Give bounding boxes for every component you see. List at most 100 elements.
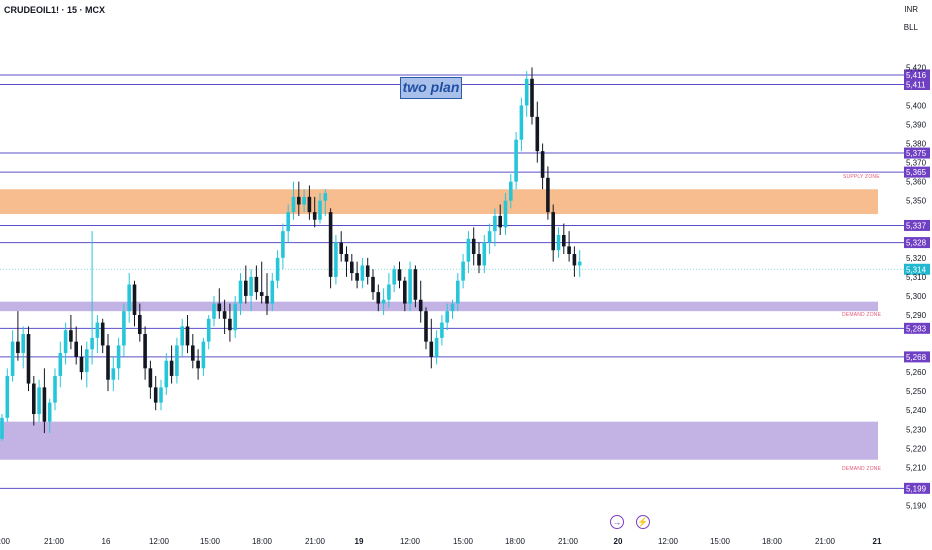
candle-body-14 <box>74 341 78 357</box>
candle-body-0 <box>0 417 4 439</box>
level-label-4: 5,337 <box>906 221 927 230</box>
y-tick-17: 5,360 <box>906 178 927 187</box>
level-lines-layer <box>0 74 905 489</box>
x-tick-3: 12:00 <box>149 537 170 546</box>
candle-body-39 <box>206 318 211 342</box>
candle-body-82 <box>434 337 439 357</box>
x-tick-4: 15:00 <box>200 537 221 546</box>
candle-body-96 <box>509 181 513 201</box>
candle-body-89 <box>471 238 476 255</box>
level-label-bg-7 <box>904 351 930 363</box>
candle-body-61 <box>323 193 328 201</box>
y-tick-13: 5,320 <box>906 254 927 263</box>
x-tick-13: 12:00 <box>658 537 679 546</box>
candle-body-69 <box>365 265 370 277</box>
current-price-label: 5,314 <box>906 265 927 274</box>
candle-body-42 <box>222 311 227 319</box>
zone-rect-1 <box>0 301 878 312</box>
candle-body-47 <box>249 276 253 296</box>
candle-body-58 <box>307 196 312 213</box>
two-plan-annotation[interactable]: two plan <box>400 77 462 99</box>
candle-body-9 <box>47 402 52 422</box>
candle-body-23 <box>122 311 126 346</box>
y-tick-16: 5,350 <box>906 197 927 206</box>
candle-body-8 <box>42 387 47 422</box>
x-tick-14: 15:00 <box>710 537 731 546</box>
candle-body-97 <box>514 139 518 182</box>
candle-body-72 <box>381 299 386 304</box>
lightning-icon[interactable]: ⚡ <box>636 515 650 529</box>
candle-body-91 <box>482 242 487 266</box>
y-tick-12: 5,310 <box>906 273 927 282</box>
candle-body-64 <box>339 242 343 255</box>
candle-body-30 <box>159 387 163 403</box>
candle-body-56 <box>297 196 301 205</box>
candle-body-90 <box>477 254 481 266</box>
level-label-bg-5 <box>904 237 930 249</box>
candle-body-37 <box>196 360 200 369</box>
candle-body-4 <box>21 334 25 354</box>
candle-body-53 <box>281 231 285 258</box>
candle-body-70 <box>371 276 375 293</box>
candle-body-49 <box>259 292 264 296</box>
level-label-3: 5,365 <box>906 168 927 177</box>
goto-realtime-icon[interactable]: → <box>610 515 624 529</box>
zone-rect-0 <box>0 189 878 215</box>
candle-body-67 <box>355 273 359 281</box>
candle-body-28 <box>148 368 153 388</box>
level-label-6: 5,283 <box>906 324 927 333</box>
candle-body-3 <box>16 341 20 354</box>
candle-body-84 <box>445 311 449 323</box>
level-label-5: 5,328 <box>906 239 927 248</box>
candle-body-102 <box>540 151 545 178</box>
candle-body-24 <box>127 284 131 312</box>
x-tick-16: 21:00 <box>815 537 836 546</box>
candle-body-41 <box>217 303 222 312</box>
x-tick-17: 21 <box>873 537 882 546</box>
candle-body-93 <box>493 215 497 232</box>
candle-body-45 <box>238 280 243 304</box>
candle-body-12 <box>63 330 68 354</box>
candle-body-71 <box>376 292 381 304</box>
candle-body-1 <box>5 375 10 418</box>
level-label-bg-8 <box>904 482 930 494</box>
candle-body-101 <box>535 116 540 152</box>
x-tick-6: 21:00 <box>305 537 326 546</box>
y-tick-10: 5,290 <box>906 311 927 320</box>
candle-body-86 <box>456 280 460 304</box>
x-tick-0: 18:00 <box>0 537 11 546</box>
candle-body-54 <box>286 212 290 232</box>
y-tick-0: 5,190 <box>906 501 927 510</box>
candle-body-36 <box>191 345 195 361</box>
candle-body-21 <box>111 368 116 380</box>
x-tick-8: 12:00 <box>400 537 421 546</box>
candle-body-10 <box>53 375 57 403</box>
level-label-1: 5,411 <box>906 80 926 89</box>
candle-body-34 <box>180 326 184 346</box>
candle-body-62 <box>328 212 333 277</box>
x-tick-10: 18:00 <box>505 537 526 546</box>
level-label-bg-1 <box>904 78 930 90</box>
candle-body-46 <box>244 280 248 296</box>
candle-body-66 <box>350 261 354 274</box>
level-label-8: 5,199 <box>906 484 927 493</box>
candle-body-44 <box>233 303 237 331</box>
candle-body-80 <box>424 311 428 342</box>
candle-body-105 <box>556 234 561 251</box>
candle-body-31 <box>164 360 169 388</box>
x-tick-2: 16 <box>102 537 111 546</box>
candle-body-51 <box>270 280 275 304</box>
y-tick-4: 5,230 <box>906 425 927 434</box>
currency-label: INR <box>904 5 918 14</box>
zone-rect-2 <box>0 421 878 460</box>
candle-body-40 <box>212 303 216 319</box>
candle-body-85 <box>450 303 455 312</box>
candle-body-2 <box>10 341 15 376</box>
x-tick-7: 19 <box>355 537 364 546</box>
candle-body-59 <box>312 212 317 220</box>
x-tick-11: 21:00 <box>558 537 579 546</box>
candle-body-25 <box>132 284 137 315</box>
level-label-bg-6 <box>904 322 930 334</box>
